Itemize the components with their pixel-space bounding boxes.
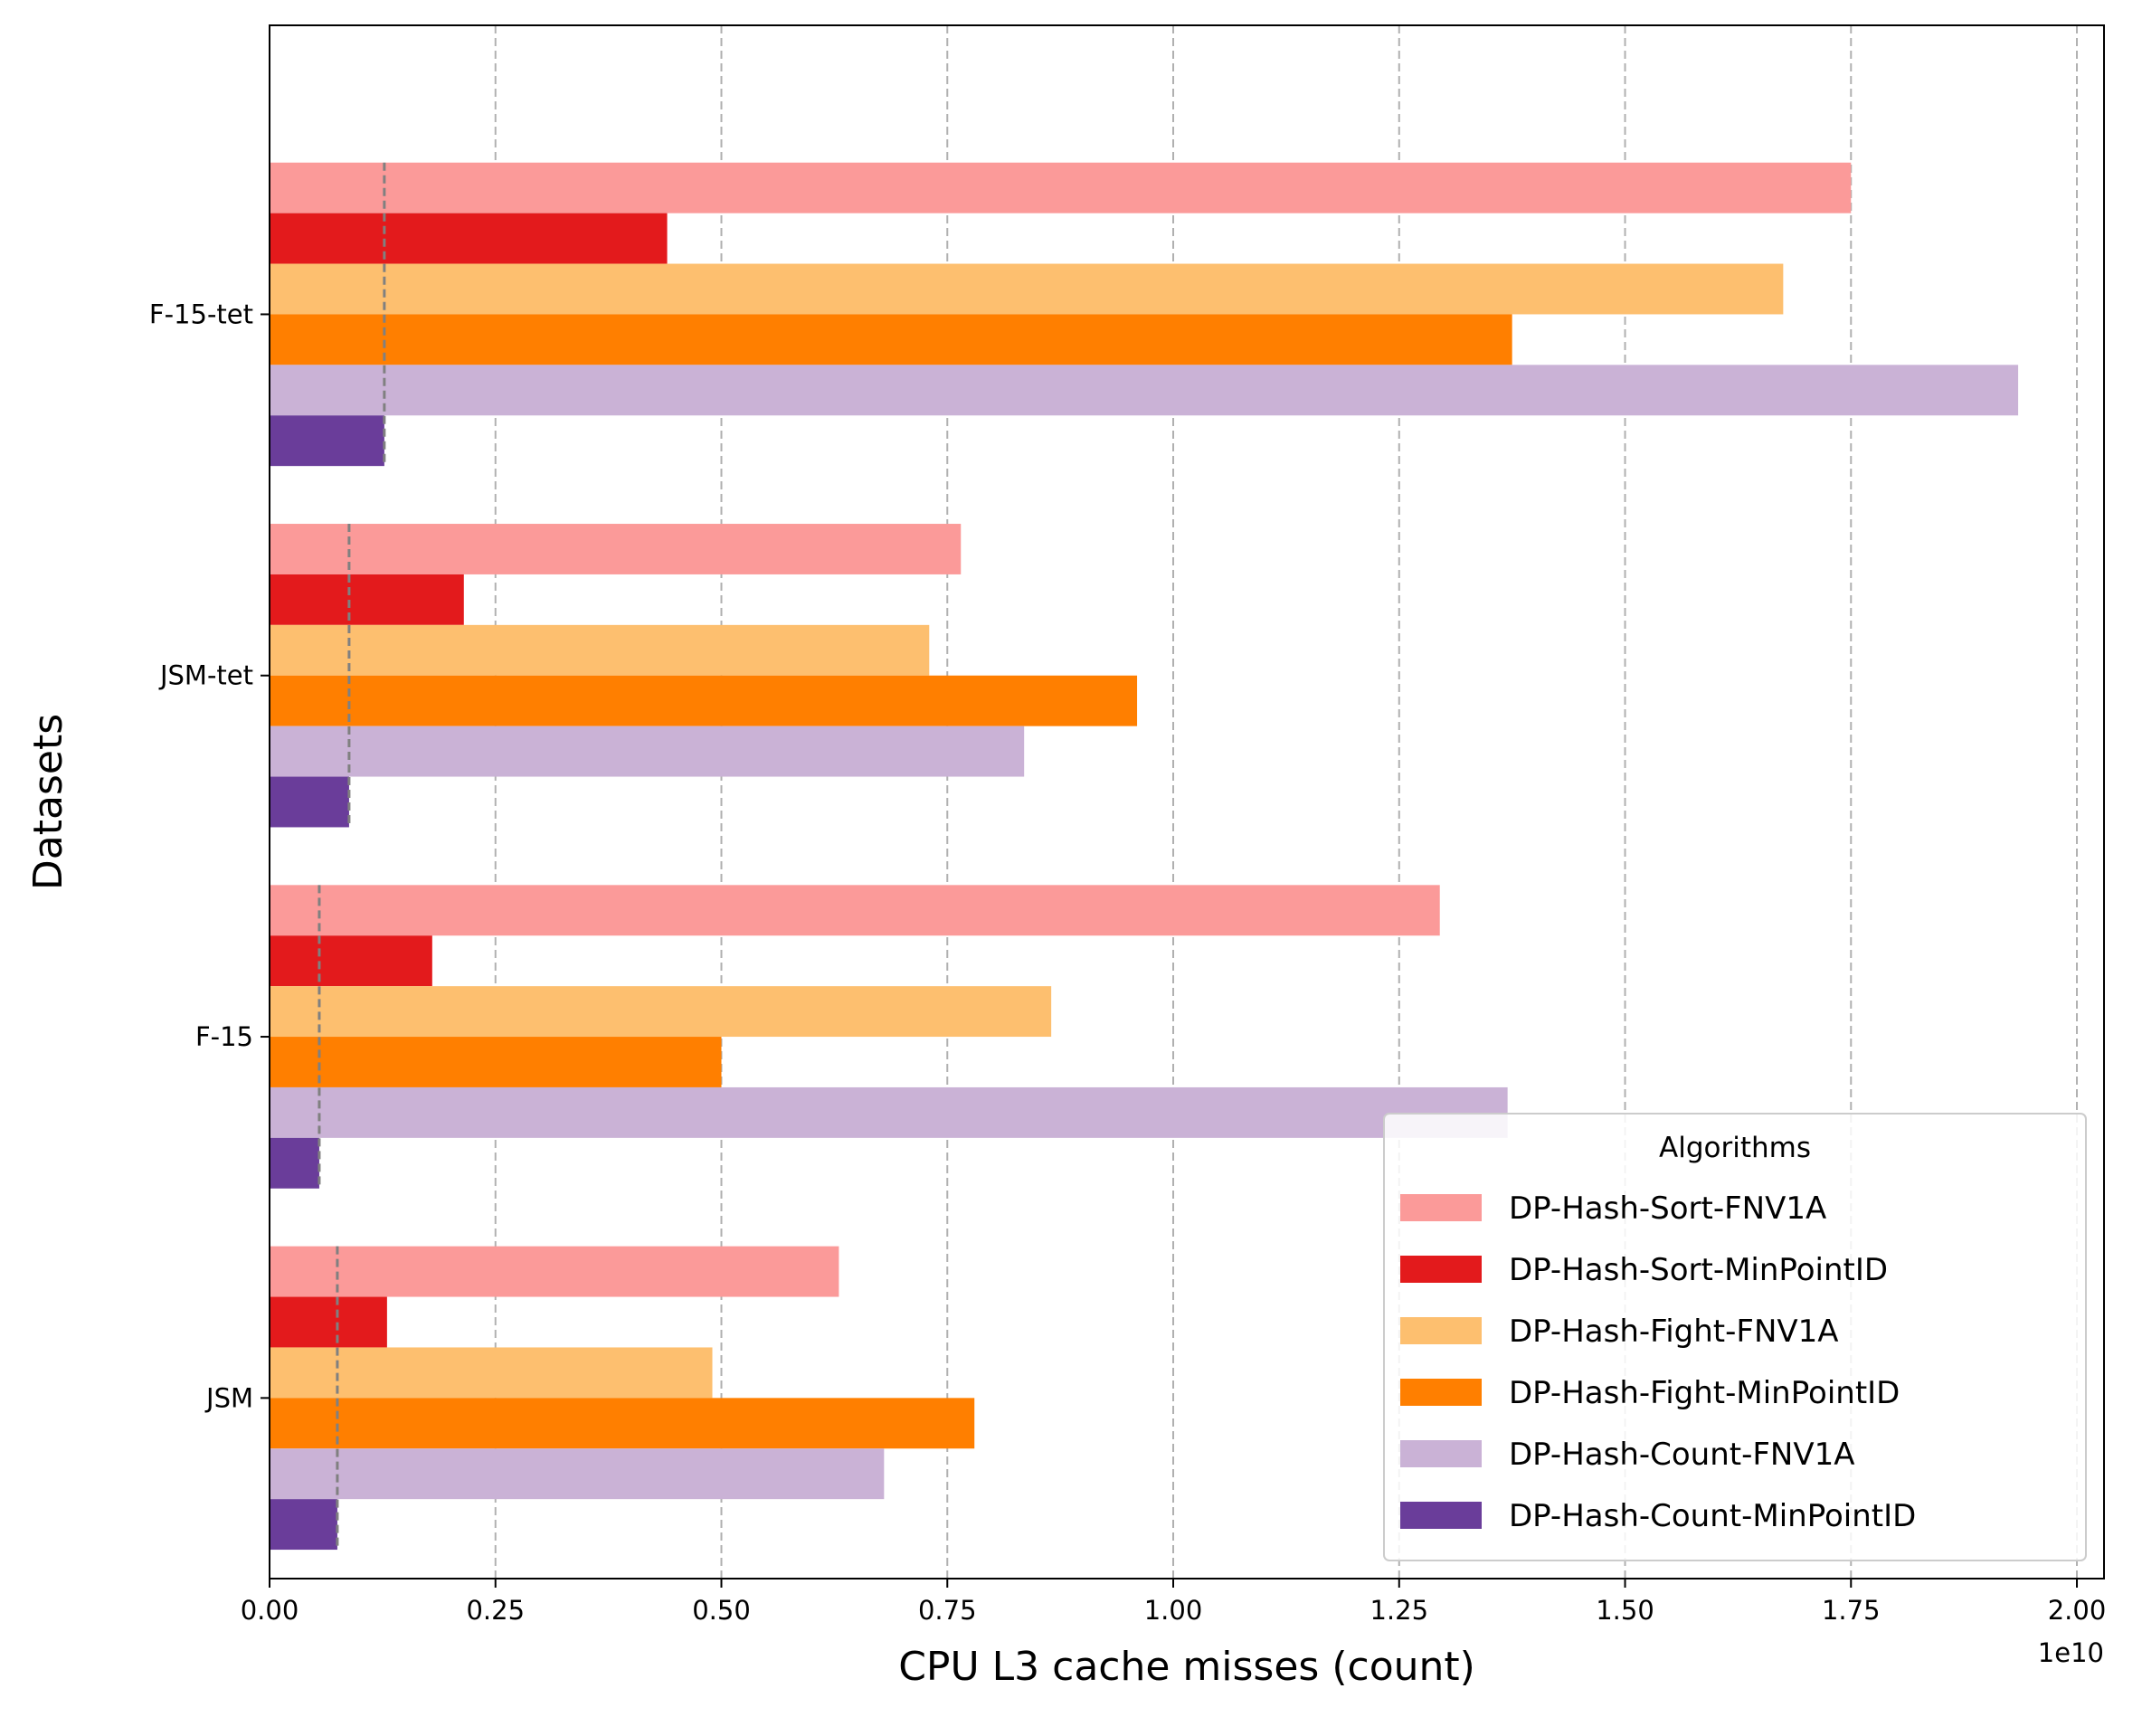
y-tick-label: JSM-tet — [158, 660, 253, 691]
x-axis-title: CPU L3 cache misses (count) — [898, 1644, 1475, 1690]
bar — [270, 1347, 713, 1399]
x-tick-label: 1.25 — [1370, 1595, 1428, 1626]
legend-title: Algorithms — [1659, 1132, 1811, 1164]
bar — [270, 1246, 839, 1297]
legend: Algorithms DP-Hash-Sort-FNV1ADP-Hash-Sor… — [1383, 1113, 2087, 1561]
x-tick-label: 1.50 — [1596, 1595, 1654, 1626]
y-tick-label: F-15-tet — [149, 299, 253, 329]
x-axis-offset-label: 1e10 — [2038, 1637, 2104, 1668]
legend-swatch — [1400, 1379, 1482, 1406]
bar — [270, 1037, 722, 1087]
y-tick-label: JSM — [204, 1382, 253, 1413]
x-tick-label: 0.00 — [241, 1595, 299, 1626]
bar — [270, 162, 1852, 213]
bar — [270, 415, 384, 467]
bar — [270, 574, 464, 625]
y-tick-label: F-15 — [195, 1021, 253, 1052]
bar — [270, 624, 930, 676]
x-tick-label: 1.00 — [1144, 1595, 1203, 1626]
x-tick-label: 1.75 — [1822, 1595, 1881, 1626]
bar — [270, 1086, 1508, 1138]
bar — [270, 365, 2019, 416]
legend-swatch — [1400, 1440, 1482, 1467]
x-tick-label: 0.25 — [466, 1595, 525, 1626]
legend-label: DP-Hash-Count-MinPointID — [1509, 1498, 1916, 1534]
bar — [270, 263, 1784, 315]
legend-label: DP-Hash-Sort-FNV1A — [1509, 1191, 1826, 1227]
bar — [270, 726, 1025, 777]
legend-label: DP-Hash-Fight-FNV1A — [1509, 1314, 1839, 1350]
bar — [270, 1448, 885, 1500]
axes-layer: 0.00 0.25 0.50 0.75 1.00 1.25 1.50 1.75 2.00 JSM F… — [149, 299, 2106, 1626]
bar — [270, 1296, 387, 1348]
legend-swatch — [1400, 1256, 1482, 1283]
legend-items: DP-Hash-Sort-FNV1A DP-Hash-Sort-MinPointI… — [1400, 1191, 1916, 1534]
bar — [270, 885, 1440, 936]
bar — [270, 213, 668, 264]
legend-swatch — [1400, 1194, 1482, 1221]
x-tick-label: 0.50 — [692, 1595, 751, 1626]
legend-swatch — [1400, 1317, 1482, 1344]
bar — [270, 1398, 975, 1449]
legend-label: DP-Hash-Fight-MinPointID — [1509, 1375, 1900, 1411]
bars-layer — [270, 162, 2019, 1551]
bar — [270, 524, 962, 574]
x-tick-label: 0.75 — [918, 1595, 977, 1626]
bar — [270, 1499, 337, 1551]
bar — [270, 675, 1138, 726]
legend-swatch — [1400, 1502, 1482, 1529]
bar — [270, 935, 432, 987]
legend-label: DP-Hash-Count-FNV1A — [1509, 1437, 1855, 1473]
legend-box — [1383, 1113, 2087, 1561]
legend-label: DP-Hash-Sort-MinPointID — [1509, 1252, 1888, 1288]
x-tick-label: 2.00 — [2048, 1595, 2107, 1626]
bar — [270, 776, 349, 828]
plot-frame — [269, 24, 2105, 1579]
bar — [270, 1137, 319, 1189]
bar — [270, 986, 1052, 1038]
y-axis-title: Datasets — [25, 714, 71, 890]
bar — [270, 314, 1512, 365]
